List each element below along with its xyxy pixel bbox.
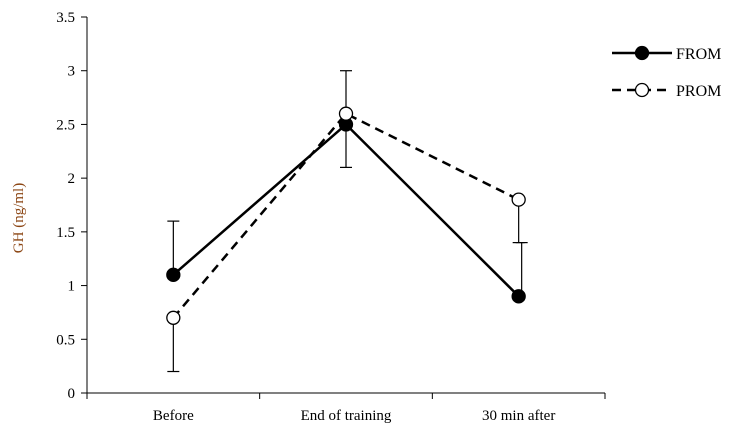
legend-marker-from: [634, 45, 650, 61]
data-point-prom: [166, 310, 181, 325]
y-tick-label: 0: [68, 386, 76, 402]
x-tick-label: Before: [153, 408, 194, 424]
series-line-prom: [172, 112, 520, 319]
y-tick-label: 0.5: [56, 332, 75, 348]
y-tick-label: 1: [68, 279, 76, 295]
y-tick-label: 2.5: [56, 117, 75, 133]
data-point-from: [511, 289, 526, 304]
y-tick-label: 1.5: [56, 225, 75, 241]
axes: 0 0.5 1 1.5 2 2.5 3 3.5 Before End of training 30 …: [56, 10, 606, 424]
legend: FROM PROM: [612, 45, 721, 100]
x-tick-label: 30 min after: [482, 408, 555, 424]
data-markers: [166, 106, 526, 325]
data-point-prom: [338, 106, 354, 121]
y-tick-label: 3.5: [56, 10, 75, 26]
data-point-prom: [511, 192, 526, 207]
legend-marker-prom: [634, 82, 650, 98]
y-tick-label: 2: [68, 171, 76, 187]
x-tick-label: End of training: [301, 408, 392, 424]
y-tick-label: 3: [68, 64, 76, 80]
data-point-from: [166, 267, 181, 282]
legend-label-from: FROM: [676, 46, 721, 63]
y-axis-label: GH (ng/ml): [11, 183, 27, 253]
legend-label-prom: PROM: [676, 83, 721, 100]
